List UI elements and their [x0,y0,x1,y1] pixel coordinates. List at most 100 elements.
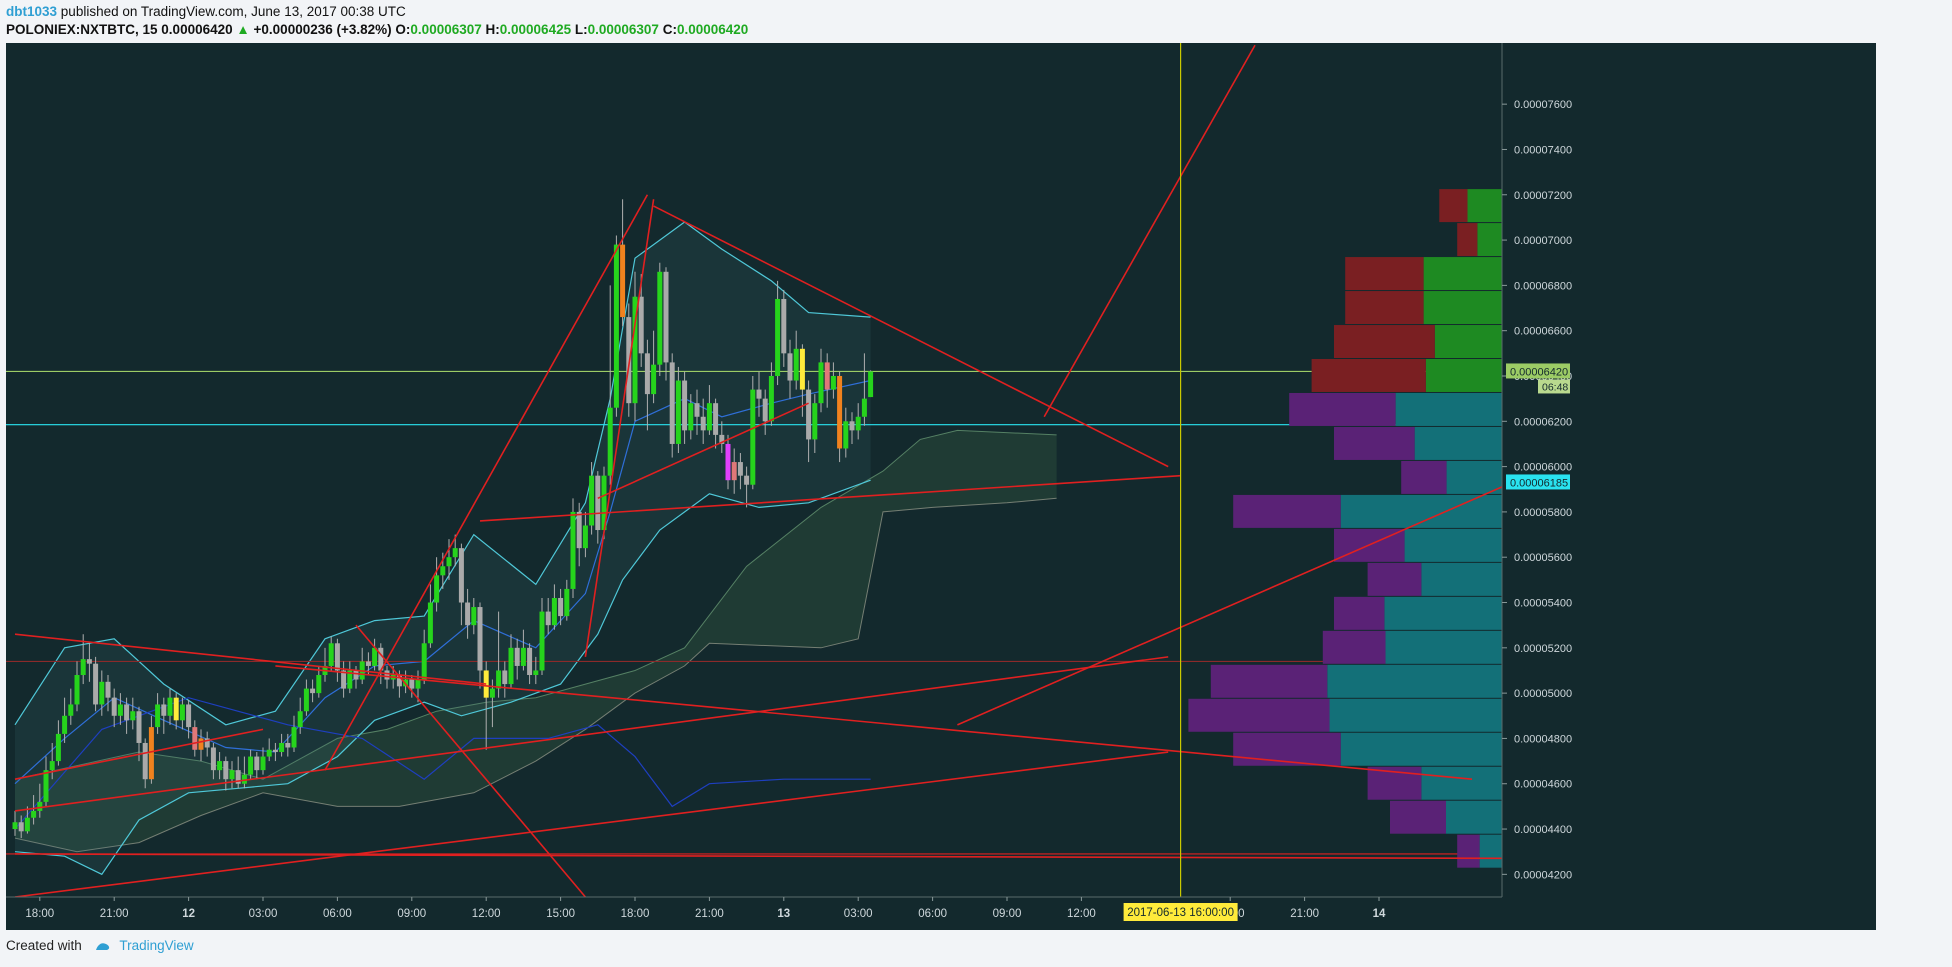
candle-body [192,727,198,750]
y-tick-label: 0.00007600 [1514,99,1572,111]
candle-body [93,663,99,705]
candle-body [365,661,371,666]
x-tick-label: 09:00 [397,908,426,920]
candle-body [868,371,874,398]
x-tick-label: 12:00 [1067,908,1096,920]
trendline[interactable] [1043,44,1256,418]
candle-body [254,756,260,771]
low-label: L: [574,22,588,37]
volume-profile-bar [1385,630,1502,664]
y-tick-label: 0.00007200 [1514,190,1572,202]
candle-body [731,462,737,481]
candle-body [272,749,278,753]
chart-container[interactable]: 0.00007600 0.00007400 0.00007200 0.00007000… [6,43,1876,930]
volume-profile-bar [1345,291,1424,325]
candle-body [341,670,347,689]
candle-body [446,557,452,567]
candle-body [489,688,495,698]
candle-body [434,575,440,603]
price-chart[interactable]: 0.00007600 0.00007400 0.00007200 0.00007000… [6,43,1876,930]
candle-body [167,697,173,716]
candle-body [756,389,762,399]
candle-body [818,362,824,404]
candle-body [545,611,551,626]
candle-body [812,403,818,440]
candle-body [24,817,30,832]
y-tick-label: 0.00005600 [1514,552,1572,564]
candle-body [179,704,185,721]
tradingview-logo-icon[interactable] [94,940,112,952]
y-tick-label: 0.00004400 [1514,824,1572,836]
cloud-span-a [14,429,1057,780]
symbol-name[interactable]: POLONIEX:NXTBTC, 15 [6,22,158,37]
high-label: H: [485,22,500,37]
countdown-tag-text: 06:48 [1542,381,1568,393]
trendline[interactable] [653,205,1169,468]
candle-body [626,317,632,404]
trendline[interactable] [14,728,264,780]
candle-body [241,774,247,784]
y-tick-label: 0.00006200 [1514,416,1572,428]
candle-body [737,462,743,476]
x-tick-label: 14 [1373,908,1386,920]
y-tick-label: 0.00004200 [1514,869,1572,881]
trendline[interactable] [324,194,649,771]
trendline[interactable] [14,751,1169,897]
trendline[interactable] [275,665,1473,781]
candle-body [799,348,805,390]
candle-body [601,475,607,531]
author-link[interactable]: dbt1033 [6,4,58,19]
candle-body [837,375,843,449]
candle-body [533,670,539,676]
candle-body [18,822,24,832]
x-tick-label: 13 [777,908,790,920]
candle-body [285,742,291,748]
trendline[interactable] [14,656,1169,812]
volume-profile-bar [1345,257,1424,291]
volume-profile-bar [1434,325,1502,359]
tradingview-link[interactable]: TradingView [119,938,194,953]
candle-body [155,704,161,728]
candle-body [861,398,867,417]
candle-body [706,403,712,431]
candle-body [465,602,471,626]
candle-body [12,822,18,830]
y-tick-label: 0.00004800 [1514,733,1572,745]
candle-body [297,711,303,728]
trendline[interactable] [14,633,487,685]
created-with-text: Created with [6,938,82,953]
volume-profile-bar [1457,834,1480,868]
trendline[interactable] [957,462,1558,726]
candle-body [787,353,793,381]
candle-body [427,602,433,644]
candle-body [589,475,595,526]
trendline[interactable] [584,199,655,658]
trendline[interactable] [479,474,1181,522]
candle-body [260,756,266,771]
candle-body [62,715,68,734]
candle-body [508,647,514,685]
candle-body [111,697,117,716]
candle-body [452,548,458,558]
volume-profile-bar [1289,392,1396,426]
trendline[interactable] [597,402,809,500]
trendline[interactable] [14,853,1559,860]
y-tick-label: 0.00005000 [1514,688,1572,700]
candle-body [762,398,768,422]
kijun-line [14,697,871,830]
y-tick-label: 0.00006800 [1514,280,1572,292]
candle-body [210,747,216,771]
trendline[interactable] [355,624,587,897]
volume-profile-bar [1334,596,1385,630]
candle-body [440,566,446,576]
y-tick-label: 0.00005400 [1514,598,1572,610]
cloud-span-b [14,497,1057,853]
candle-body [409,679,415,689]
candle-body [502,670,508,685]
volume-profile-bar [1367,562,1422,596]
candle-body [570,511,576,589]
candle-body [657,271,663,365]
candle-body [651,364,657,395]
close-value: 0.00006420 [676,22,749,37]
candle-body [142,742,148,780]
